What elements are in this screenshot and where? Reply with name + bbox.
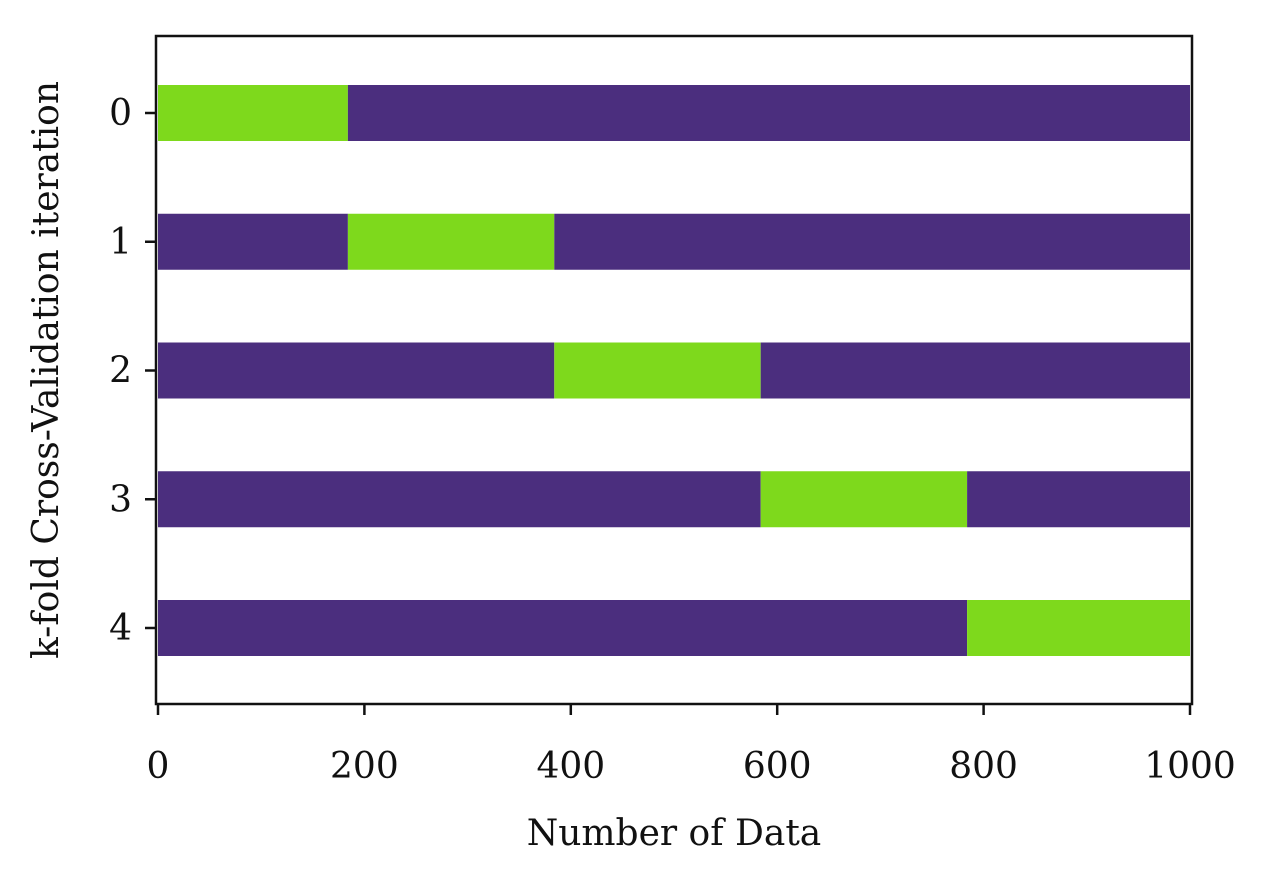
bar-segment-validation-iter-2-1	[554, 342, 761, 399]
bars-group	[158, 85, 1190, 656]
bar-segment-train-iter-3-0	[158, 471, 761, 528]
x-tick-label-800: 800	[949, 746, 1018, 787]
y-axis-label: k-fold Cross-Validation iteration	[26, 81, 67, 659]
x-axis-label: Number of Data	[527, 813, 822, 854]
x-tick-label-1000: 1000	[1144, 746, 1236, 787]
bar-segment-validation-iter-0-0	[158, 85, 348, 141]
bar-segment-validation-iter-1-1	[347, 213, 555, 270]
y-tick-label-2: 2	[109, 351, 132, 392]
x-tick-label-400: 400	[536, 746, 605, 787]
y-axis-ticks: 0 1 2 3 4	[109, 93, 156, 649]
y-tick-label-4: 4	[109, 608, 132, 649]
bar-segment-train-iter-1-2	[554, 213, 1190, 270]
bar-segment-train-iter-2-2	[760, 342, 1190, 399]
y-tick-label-0: 0	[109, 93, 132, 134]
bar-segment-train-iter-2-0	[158, 342, 555, 399]
x-tick-label-600: 600	[743, 746, 812, 787]
bar-segment-train-iter-1-0	[158, 213, 348, 270]
bar-segment-train-iter-4-0	[158, 600, 968, 656]
y-tick-label-3: 3	[109, 479, 132, 520]
bar-segment-validation-iter-4-1	[967, 600, 1190, 656]
bar-segment-train-iter-3-2	[967, 471, 1190, 528]
bar-segment-train-iter-0-1	[347, 85, 1190, 141]
x-tick-label-200: 200	[330, 746, 399, 787]
x-axis-ticks: 0 200 400 600 800 1000	[147, 704, 1236, 787]
x-tick-label-0: 0	[147, 746, 170, 787]
y-tick-label-1: 1	[109, 222, 132, 263]
bar-segment-validation-iter-3-1	[760, 471, 968, 528]
